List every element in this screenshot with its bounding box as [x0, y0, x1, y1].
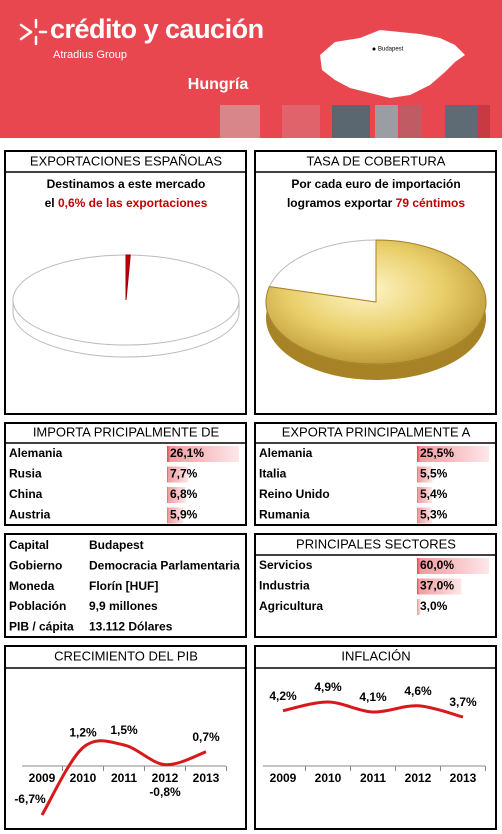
exports-text: el 0,6% de las exportaciones — [45, 196, 208, 210]
value-label: 1,5% — [110, 723, 138, 737]
fact-value: 13.112 Dólares — [89, 619, 173, 633]
coin-sector — [265, 239, 487, 365]
bar — [417, 558, 489, 574]
value-label: 1,2% — [69, 726, 97, 740]
fact-value: Florín [HUF] — [89, 579, 158, 593]
row-name: Rusia — [9, 467, 42, 481]
panel-title: TASA DE COBERTURA — [307, 153, 446, 168]
value-label: -0,8% — [149, 785, 181, 799]
row-value: 7,7% — [170, 467, 198, 481]
fact-label: Capital — [9, 538, 49, 552]
text-part: el — [45, 196, 58, 210]
row-value: 6,8% — [170, 487, 198, 501]
map-label: Budapest — [378, 47, 404, 53]
x-tick-label: 2013 — [450, 771, 477, 785]
panel-title: CRECIMIENTO DEL PIB — [54, 648, 198, 663]
value-label: -6,7% — [14, 792, 46, 806]
country-map — [320, 30, 465, 98]
bar — [417, 599, 421, 615]
exports-text: Destinamos a este mercado — [47, 177, 206, 191]
row-value: 5,5% — [420, 467, 448, 481]
row-value: 5,4% — [420, 487, 448, 501]
x-tick-label: 2012 — [152, 771, 179, 785]
bar — [167, 446, 239, 462]
fact-label: PIB / cápita — [9, 619, 74, 633]
panel-title: EXPORTA PRINCIPALMENTE A — [282, 424, 471, 439]
capital-dot — [372, 47, 376, 51]
exports-share: 0,6% — [58, 196, 86, 210]
value-label: 3,7% — [449, 695, 477, 709]
panel-title: EXPORTACIONES ESPAÑOLAS — [30, 153, 222, 168]
coverage-cents: 79 céntimos — [396, 196, 466, 210]
fact-label: Gobierno — [9, 558, 62, 572]
x-tick-label: 2010 — [70, 771, 97, 785]
fact-value: Democracia Parlamentaria — [89, 558, 240, 572]
coverage-text: logramos exportar 79 céntimos — [287, 196, 465, 210]
value-label: 4,2% — [269, 689, 297, 703]
brand-group: Atradius Group — [53, 49, 127, 61]
row-name: Alemania — [9, 446, 63, 460]
fact-value: 9,9 millones — [89, 599, 158, 613]
row-value: 26,1% — [170, 446, 204, 460]
row-name: Agricultura — [259, 599, 323, 613]
panel-title: PRINCIPALES SECTORES — [296, 536, 456, 551]
bar — [417, 507, 432, 524]
value-label: 4,6% — [404, 684, 432, 698]
row-name: Austria — [9, 508, 51, 522]
bar — [167, 487, 186, 503]
row-value: 5,9% — [170, 508, 198, 522]
row-name: Italia — [259, 467, 287, 481]
brand: crédito y caución — [50, 14, 264, 44]
panel-title: INFLACIÓN — [341, 648, 410, 663]
row-value: 60,0% — [420, 558, 454, 572]
bar — [417, 446, 489, 462]
bar — [417, 578, 462, 595]
fact-label: Moneda — [9, 579, 55, 593]
x-tick-label: 2009 — [29, 771, 56, 785]
text-part: logramos exportar — [287, 196, 396, 210]
row-name: Industria — [259, 579, 310, 593]
row-value: 25,5% — [420, 446, 454, 460]
coverage-text: Por cada euro de importación — [291, 177, 460, 191]
fact-label: Población — [9, 599, 66, 613]
row-name: China — [9, 487, 43, 501]
value-label: 4,9% — [314, 680, 342, 694]
row-name: Reino Unido — [259, 487, 330, 501]
value-label: 4,1% — [359, 690, 387, 704]
x-tick-label: 2010 — [315, 771, 342, 785]
row-name: Alemania — [259, 446, 313, 460]
x-tick-label: 2013 — [193, 771, 220, 785]
row-name: Rumania — [259, 508, 310, 522]
x-tick-label: 2011 — [111, 771, 137, 785]
row-name: Servicios — [259, 558, 313, 572]
x-tick-label: 2009 — [270, 771, 297, 785]
bar — [417, 466, 433, 483]
logo-icon — [19, 18, 48, 46]
row-value: 3,0% — [420, 599, 448, 613]
x-tick-label: 2011 — [360, 771, 386, 785]
row-value: 37,0% — [420, 579, 454, 593]
x-tick-label: 2012 — [405, 771, 432, 785]
country-name: Hungría — [188, 76, 249, 93]
row-value: 5,3% — [420, 508, 448, 522]
bar — [167, 507, 184, 524]
pie-slice — [125, 254, 131, 301]
line — [282, 700, 464, 719]
value-label: 0,7% — [192, 730, 220, 744]
header-decoration — [220, 105, 490, 138]
fact-value: Budapest — [89, 538, 144, 552]
panel-title: IMPORTA PRICIPALMENTE DE — [33, 424, 220, 439]
bar — [167, 466, 189, 483]
text-part: de las exportaciones — [85, 196, 207, 210]
line — [40, 739, 207, 816]
bar — [417, 487, 433, 503]
